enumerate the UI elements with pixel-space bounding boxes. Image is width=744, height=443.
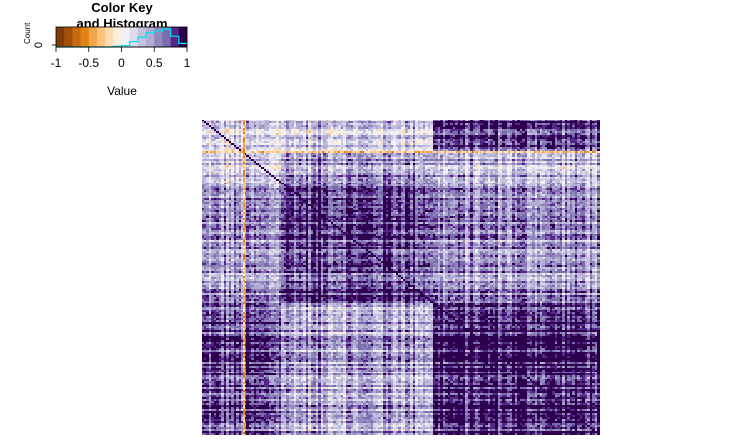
x-tick-label: -1 — [51, 56, 62, 70]
color-key-band — [154, 27, 163, 47]
color-key-band — [105, 27, 114, 47]
heatmap — [202, 120, 600, 435]
color-key-band — [170, 27, 180, 47]
color-key-band — [162, 27, 171, 47]
color-key-band — [129, 27, 139, 47]
color-key-xlabel: Value — [107, 84, 137, 98]
color-key-band — [96, 27, 106, 47]
color-key-band — [113, 27, 122, 47]
x-tick-label: 0 — [118, 56, 125, 70]
color-key-x-axis: -1 -0.5 0 0.5 1 — [51, 46, 191, 70]
color-key-bands — [56, 27, 188, 47]
x-tick-label: 0.5 — [146, 56, 163, 70]
color-key-ylabel: Count — [23, 22, 32, 44]
y-tick-label: 0 — [33, 42, 45, 48]
color-key-band — [64, 27, 73, 47]
color-key-band — [121, 27, 130, 47]
color-key-band — [56, 27, 65, 47]
color-key-band — [80, 27, 90, 47]
x-tick-label: -0.5 — [78, 56, 99, 70]
x-tick-label: 1 — [184, 56, 191, 70]
color-key-band — [88, 27, 98, 47]
color-key-band — [146, 27, 155, 47]
color-key-title-line1: Color Key — [91, 0, 153, 15]
color-key-band — [178, 27, 188, 47]
color-key: Color Key and Histogram -1 -0.5 0 0.5 1 Coun… — [23, 0, 191, 98]
color-key-band — [72, 27, 81, 47]
